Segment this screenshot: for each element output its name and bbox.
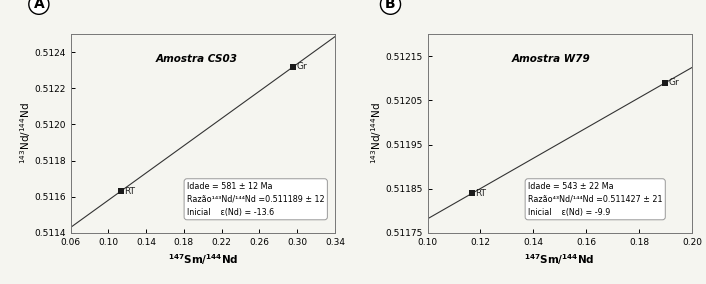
Text: RT: RT (124, 187, 135, 196)
Y-axis label: $^{143}$Nd/$^{144}$Nd: $^{143}$Nd/$^{144}$Nd (369, 103, 384, 164)
Text: Amostra CS03: Amostra CS03 (155, 54, 237, 64)
X-axis label: $\mathbf{^{147}Sm/^{144}Nd}$: $\mathbf{^{147}Sm/^{144}Nd}$ (525, 252, 595, 267)
Text: Idade = 543 ± 22 Ma
Razão⁴³Nd/¹⁴⁴Nd =0.511427 ± 21
Inicial    ε(Nd) = -9.9: Idade = 543 ± 22 Ma Razão⁴³Nd/¹⁴⁴Nd =0.5… (528, 181, 662, 217)
Text: A: A (33, 0, 44, 11)
Text: Gr: Gr (669, 78, 679, 87)
X-axis label: $\mathbf{^{147}Sm/^{144}Nd}$: $\mathbf{^{147}Sm/^{144}Nd}$ (167, 252, 238, 267)
Text: Amostra W79: Amostra W79 (512, 54, 591, 64)
Text: RT: RT (476, 189, 486, 198)
Text: B: B (385, 0, 396, 11)
Text: Idade = 581 ± 12 Ma
Razão¹⁴³Nd/¹⁴⁴Nd =0.511189 ± 12
Inicial    ε(Nd) = -13.6: Idade = 581 ± 12 Ma Razão¹⁴³Nd/¹⁴⁴Nd =0.… (187, 181, 325, 217)
Text: Gr: Gr (297, 62, 307, 71)
Y-axis label: $^{143}$Nd/$^{144}$Nd: $^{143}$Nd/$^{144}$Nd (18, 103, 32, 164)
